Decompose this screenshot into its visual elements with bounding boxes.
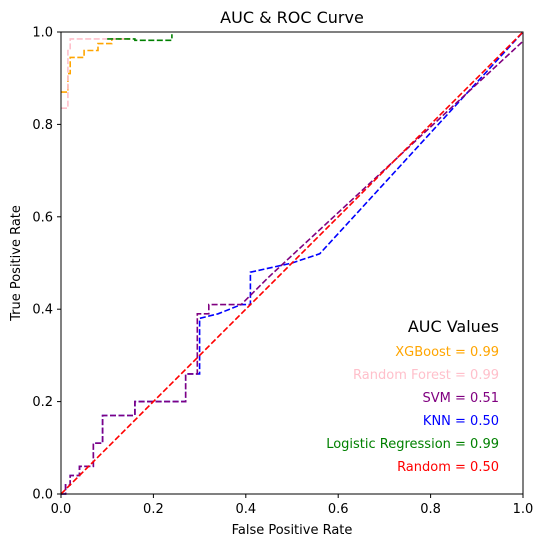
series-layer [60, 31, 524, 495]
series-line-random [60, 31, 524, 495]
series-line-xgboost [61, 38, 131, 93]
y-axis-label: True Positive Rate [9, 205, 24, 322]
y-tick-label: 0.2 [32, 395, 53, 410]
auc-entry-knn: KNN = 0.50 [423, 414, 499, 429]
auc-entry-random-forest: Random Forest = 0.99 [353, 368, 499, 383]
x-tick-label: 0.8 [420, 502, 441, 517]
series-line-svm [61, 40, 524, 495]
auc-entry-random: Random = 0.50 [397, 460, 499, 475]
x-tick-label: 0.0 [51, 502, 72, 517]
auc-entry-logistic-regression: Logistic Regression = 0.99 [326, 437, 499, 452]
plot-frame [60, 31, 524, 495]
y-tick-label: 0.6 [32, 210, 53, 225]
x-tick-label: 0.4 [235, 502, 256, 517]
y-tick-label: 0.8 [32, 118, 53, 133]
auc-entry-xgboost: XGBoost = 0.99 [395, 345, 499, 360]
auc-values-title: AUC Values [408, 317, 499, 336]
x-axis-ticks: 0.0 0.2 0.4 0.6 0.8 1.0 [51, 494, 534, 517]
x-axis-label: False Positive Rate [232, 523, 353, 538]
x-tick-label: 1.0 [513, 502, 534, 517]
auc-entries: XGBoost = 0.99 Random Forest = 0.99 SVM = … [326, 345, 499, 475]
series-line-random-forest [61, 38, 131, 109]
series-line-logistic-regression [107, 34, 173, 42]
y-tick-label: 0.4 [32, 303, 53, 318]
y-tick-label: 0.0 [32, 488, 53, 503]
chart-title: AUC & ROC Curve [220, 8, 364, 27]
auc-values-box: AUC Values XGBoost = 0.99 Random Forest =… [326, 317, 499, 475]
auc-entry-svm: SVM = 0.51 [423, 391, 499, 406]
y-axis-ticks: 0.0 0.2 0.4 0.6 0.8 1.0 [32, 26, 61, 503]
y-tick-label: 1.0 [32, 26, 53, 41]
x-tick-label: 0.6 [328, 502, 349, 517]
plot-area [60, 31, 524, 495]
x-tick-label: 0.2 [143, 502, 164, 517]
